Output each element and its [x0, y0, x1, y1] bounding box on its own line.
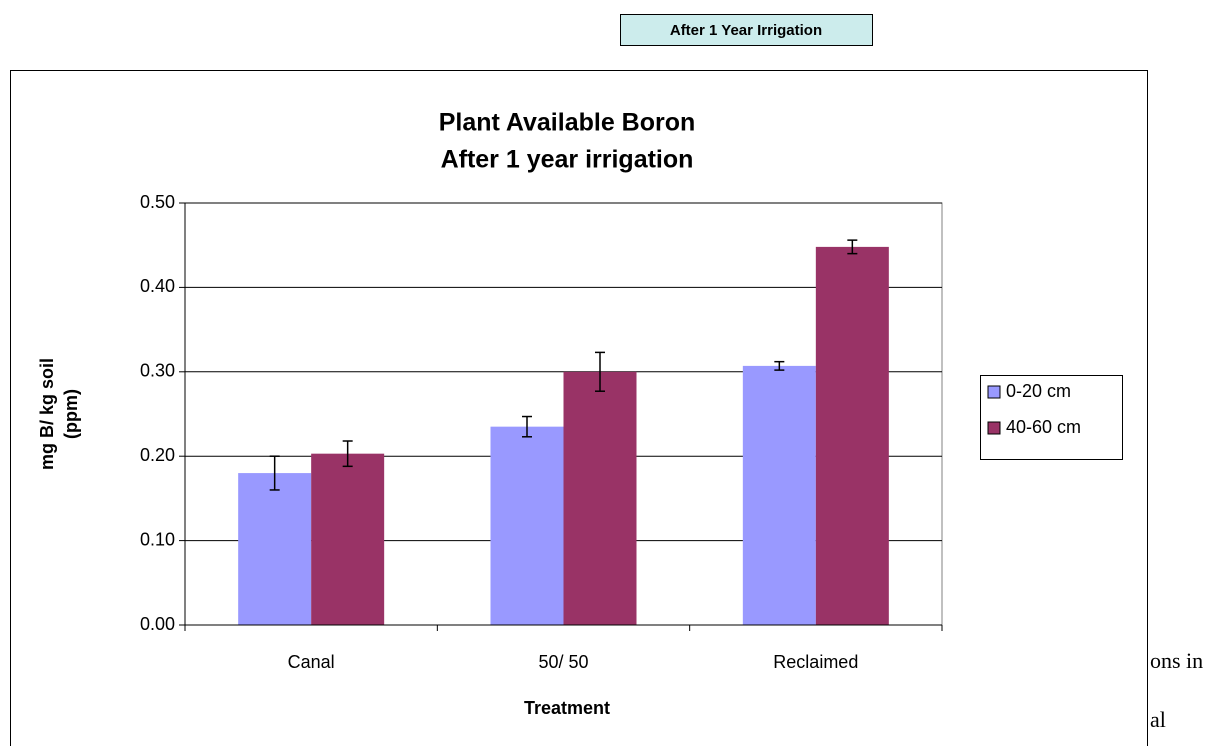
y-tick-label: 0.00 [140, 614, 175, 634]
bar [238, 473, 312, 625]
chart-title: Plant Available Boron [439, 109, 696, 137]
error-bar [269, 455, 280, 491]
bar [490, 426, 564, 625]
y-tick-label: 0.30 [140, 361, 175, 381]
x-tick-label: Reclaimed [773, 652, 858, 672]
legend-swatch [987, 385, 1001, 399]
y-axis-label: (ppm) [61, 389, 81, 439]
bar [311, 453, 385, 625]
legend-swatch [987, 421, 1001, 435]
y-tick-label: 0.10 [140, 529, 175, 549]
y-tick-label: 0.40 [140, 276, 175, 296]
y-tick-label: 0.20 [140, 445, 175, 465]
error-bar [522, 415, 532, 438]
y-tick-label: 0.50 [140, 192, 175, 212]
bar [742, 365, 816, 625]
label-box [620, 14, 873, 46]
y-axis-label: mg B/ kg soil [37, 358, 57, 470]
legend-label: 0-20 cm [1006, 381, 1071, 401]
x-axis-label: Treatment [524, 698, 610, 718]
body-text: ons in [1150, 648, 1203, 673]
label-text: After 1 Year Irrigation [670, 22, 822, 39]
error-bar [595, 351, 605, 392]
chart-title: After 1 year irrigation [441, 146, 694, 174]
x-tick-label: Canal [288, 652, 335, 672]
error-bar [774, 360, 785, 371]
x-tick-label: 50/ 50 [538, 652, 588, 672]
legend [980, 375, 1123, 460]
bar [563, 371, 637, 625]
bar [815, 246, 889, 625]
error-bar [342, 440, 353, 468]
legend-label: 40-60 cm [1006, 417, 1081, 437]
error-bar [847, 239, 858, 255]
body-text: al [1150, 707, 1166, 732]
